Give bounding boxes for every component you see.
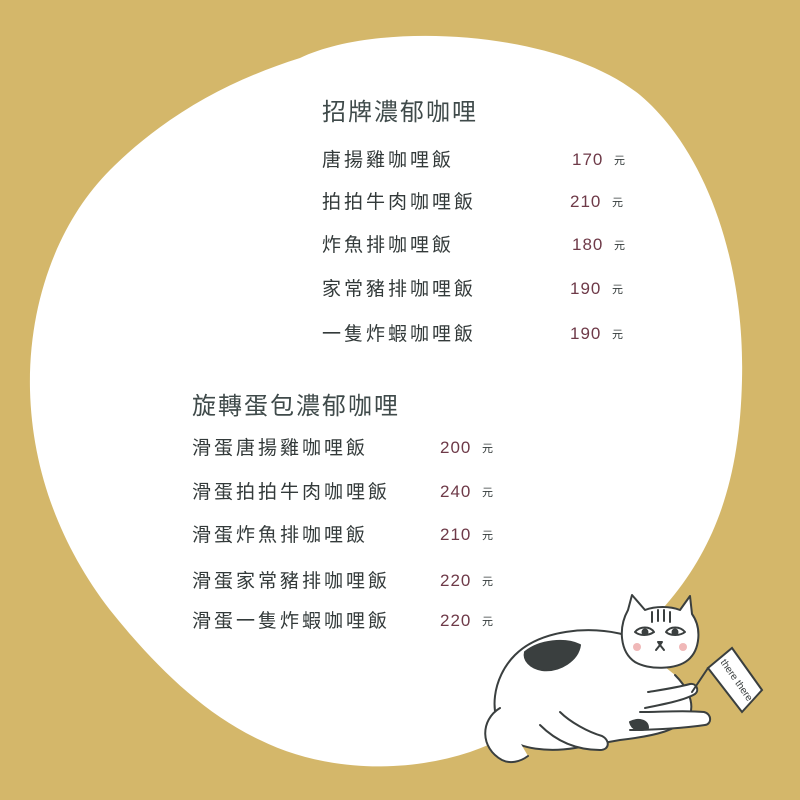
item-unit: 元 (612, 328, 623, 341)
item-name: 滑蛋炸魚排咖哩飯 (192, 524, 369, 546)
item-name: 滑蛋唐揚雞咖哩飯 (192, 437, 369, 459)
item-name: 一隻炸蝦咖哩飯 (322, 323, 477, 345)
item-unit: 元 (614, 154, 625, 167)
item-name: 滑蛋家常豬排咖哩飯 (192, 570, 391, 592)
item-unit: 元 (482, 529, 493, 542)
item-name: 炸魚排咖哩飯 (322, 234, 455, 256)
item-price: 200 (440, 438, 472, 457)
cat-icon: there there (484, 594, 764, 764)
item-name: 唐揚雞咖哩飯 (322, 149, 455, 171)
item-price: 180 (572, 235, 604, 254)
item-unit: 元 (482, 486, 493, 499)
item-price: 210 (440, 525, 472, 544)
item-price: 190 (570, 279, 602, 298)
item-price: 170 (572, 150, 604, 169)
item-unit: 元 (482, 615, 493, 628)
item-unit: 元 (612, 283, 623, 296)
item-name: 滑蛋拍拍牛肉咖哩飯 (192, 481, 391, 503)
item-name: 家常豬排咖哩飯 (322, 278, 477, 300)
item-name: 拍拍牛肉咖哩飯 (322, 191, 477, 213)
item-price: 240 (440, 482, 472, 501)
item-price: 210 (570, 192, 602, 211)
item-price: 220 (440, 571, 472, 590)
item-unit: 元 (482, 442, 493, 455)
item-unit: 元 (614, 239, 625, 252)
item-unit: 元 (482, 575, 493, 588)
item-name: 滑蛋一隻炸蝦咖哩飯 (192, 610, 391, 632)
item-price: 190 (570, 324, 602, 343)
item-unit: 元 (612, 196, 623, 209)
item-price: 220 (440, 611, 472, 630)
